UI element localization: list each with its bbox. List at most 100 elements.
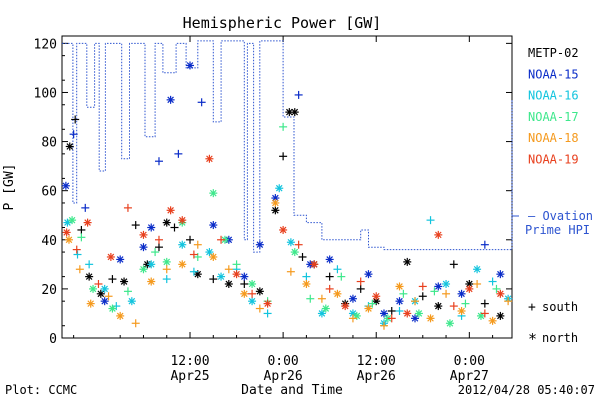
- north-point: [127, 297, 136, 306]
- south-point: [224, 265, 233, 274]
- legend-item-noaa-15: NOAA-15: [528, 67, 579, 81]
- south-point: [279, 152, 288, 161]
- footer-credit: Plot: CCMC: [5, 383, 77, 397]
- south-point: [348, 314, 357, 323]
- north-point: [96, 289, 105, 298]
- north-point: [364, 304, 373, 313]
- south-point: [72, 245, 81, 254]
- south-point: [399, 289, 408, 298]
- south-point: [108, 275, 117, 284]
- data-points: [61, 61, 513, 330]
- y-tick-label-0: 0: [49, 332, 57, 347]
- south-point: [123, 203, 132, 212]
- south-point: [81, 203, 90, 212]
- south-point: [356, 284, 365, 293]
- north-point: [434, 230, 443, 239]
- south-point: [104, 292, 113, 301]
- south-point: [154, 157, 163, 166]
- north-point: [496, 270, 505, 279]
- north-point: [147, 223, 156, 232]
- south-point: [154, 235, 163, 244]
- x-tick-date-1: Apr26: [264, 369, 303, 384]
- south-point: [255, 304, 264, 313]
- footer-timestamp: 2012/04/28 05:40:07: [458, 383, 595, 397]
- south-point: [387, 314, 396, 323]
- south-point: [189, 267, 198, 276]
- north-point: [333, 289, 342, 298]
- south-point: [294, 90, 303, 99]
- north-point: [379, 309, 388, 318]
- north-point: [139, 265, 148, 274]
- south-point: [488, 277, 497, 286]
- north-point: [473, 265, 482, 274]
- north-point: [341, 302, 350, 311]
- north-point: [217, 272, 226, 281]
- y-tick-label-2: 40: [41, 234, 57, 249]
- south-point: [302, 272, 311, 281]
- north-point: [178, 260, 187, 269]
- south-point: [418, 292, 427, 301]
- y-axis: 0 20 40 60 80 100 120: [34, 37, 512, 347]
- legend-north-symbol: *: [528, 330, 537, 348]
- legend-item-noaa-18: NOAA-18: [528, 131, 579, 145]
- south-point: [248, 289, 257, 298]
- south-point: [411, 297, 420, 306]
- north-point: [286, 238, 295, 247]
- north-point: [271, 198, 280, 207]
- south-point: [426, 216, 435, 225]
- north-point: [147, 277, 156, 286]
- ovation-step-path: [62, 40, 513, 253]
- north-point: [317, 309, 326, 318]
- south-point: [162, 265, 171, 274]
- north-point: [395, 282, 404, 291]
- north-point: [139, 230, 148, 239]
- ovation-legend-label-2: Prime HPI: [525, 223, 590, 237]
- south-point: [418, 282, 427, 291]
- north-point: [445, 319, 454, 328]
- legend-south-label: south: [542, 300, 578, 314]
- north-point: [120, 277, 129, 286]
- north-point: [86, 299, 95, 308]
- south-point: [217, 235, 226, 244]
- south-point: [492, 284, 501, 293]
- north-point: [248, 297, 257, 306]
- north-point: [89, 284, 98, 293]
- north-point: [209, 189, 218, 198]
- north-point: [403, 309, 412, 318]
- north-point: [162, 218, 171, 227]
- north-point: [310, 260, 319, 269]
- south-point: [368, 299, 377, 308]
- north-point: [414, 309, 423, 318]
- south-point: [77, 233, 86, 242]
- y-tick-label-5: 100: [34, 86, 57, 101]
- south-point: [154, 243, 163, 252]
- south-point: [294, 240, 303, 249]
- south-point: [162, 275, 171, 284]
- south-point: [325, 272, 334, 281]
- south-point: [395, 306, 404, 315]
- north-point: [85, 272, 94, 281]
- south-point: [240, 279, 249, 288]
- north-point: [263, 299, 272, 308]
- north-point: [62, 228, 71, 237]
- north-point: [434, 282, 443, 291]
- south-point: [170, 223, 179, 232]
- north-point: [240, 289, 249, 298]
- legend-north-label: north: [542, 331, 578, 345]
- x-tick-date-3: Apr27: [450, 369, 489, 384]
- south-point: [75, 265, 84, 274]
- y-tick-label-4: 80: [41, 136, 57, 151]
- north-point: [209, 221, 218, 230]
- y-tick-label-1: 20: [41, 283, 57, 298]
- north-point: [100, 284, 109, 293]
- south-point: [232, 260, 241, 269]
- north-point: [178, 216, 187, 225]
- south-point: [69, 130, 78, 139]
- north-point: [275, 184, 284, 193]
- south-point: [504, 297, 513, 306]
- north-point: [325, 255, 334, 264]
- chart-title: Hemispheric Power [GW]: [183, 14, 382, 32]
- x-tick-time-1: 0:00: [267, 354, 298, 369]
- north-point: [411, 314, 420, 323]
